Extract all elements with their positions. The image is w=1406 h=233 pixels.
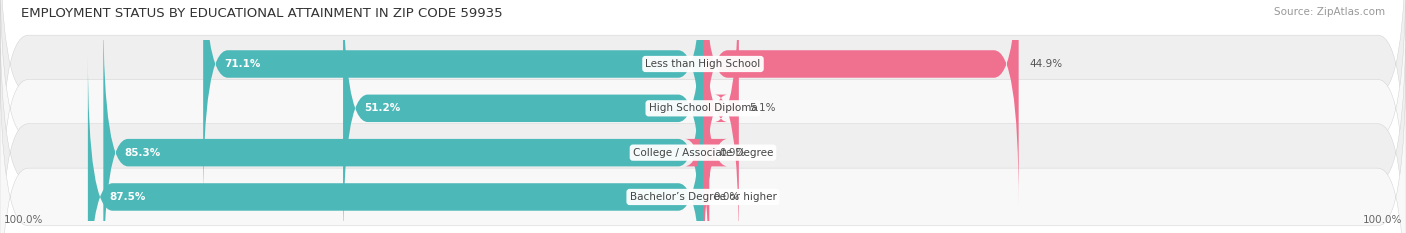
Text: EMPLOYMENT STATUS BY EDUCATIONAL ATTAINMENT IN ZIP CODE 59935: EMPLOYMENT STATUS BY EDUCATIONAL ATTAINM… <box>21 7 503 20</box>
FancyBboxPatch shape <box>0 48 1406 233</box>
FancyBboxPatch shape <box>343 0 703 233</box>
Text: 44.9%: 44.9% <box>1029 59 1063 69</box>
Text: 100.0%: 100.0% <box>1362 215 1403 225</box>
Text: 100.0%: 100.0% <box>3 215 44 225</box>
FancyBboxPatch shape <box>0 4 1406 233</box>
Text: Source: ZipAtlas.com: Source: ZipAtlas.com <box>1274 7 1385 17</box>
FancyBboxPatch shape <box>703 0 740 233</box>
Text: Bachelor’s Degree or higher: Bachelor’s Degree or higher <box>630 192 776 202</box>
Text: 0.0%: 0.0% <box>713 192 740 202</box>
Text: College / Associate Degree: College / Associate Degree <box>633 148 773 158</box>
FancyBboxPatch shape <box>104 11 703 233</box>
Text: 87.5%: 87.5% <box>110 192 145 202</box>
Text: High School Diploma: High School Diploma <box>648 103 758 113</box>
FancyBboxPatch shape <box>0 0 1406 212</box>
Text: 85.3%: 85.3% <box>125 148 160 158</box>
FancyBboxPatch shape <box>204 0 703 206</box>
Text: 0.9%: 0.9% <box>720 148 747 158</box>
FancyBboxPatch shape <box>685 11 728 233</box>
Text: 51.2%: 51.2% <box>364 103 401 113</box>
Text: 5.1%: 5.1% <box>749 103 776 113</box>
FancyBboxPatch shape <box>703 0 1018 206</box>
FancyBboxPatch shape <box>87 55 703 233</box>
Text: 71.1%: 71.1% <box>225 59 260 69</box>
Text: Less than High School: Less than High School <box>645 59 761 69</box>
